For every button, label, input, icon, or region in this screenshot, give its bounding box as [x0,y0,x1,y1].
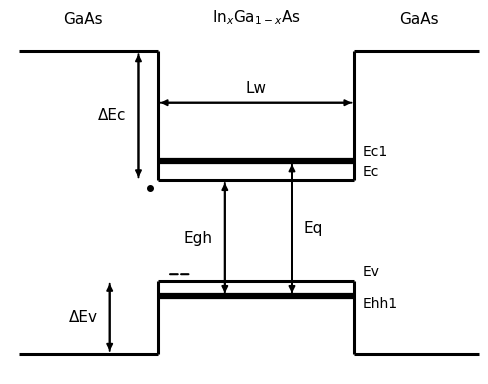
Text: GaAs: GaAs [399,12,439,27]
Text: Ec: Ec [363,165,379,179]
Text: In$_x$Ga$_{1-x}$As: In$_x$Ga$_{1-x}$As [212,8,300,27]
Text: ΔEv: ΔEv [69,310,98,325]
Text: Egh: Egh [184,230,213,245]
Text: Ev: Ev [363,265,380,280]
Text: Ec1: Ec1 [363,145,388,159]
Text: ΔEc: ΔEc [98,108,126,123]
Text: Lw: Lw [245,81,266,96]
Text: Ehh1: Ehh1 [363,296,398,311]
Text: Eq: Eq [304,221,324,236]
Text: GaAs: GaAs [63,12,103,27]
